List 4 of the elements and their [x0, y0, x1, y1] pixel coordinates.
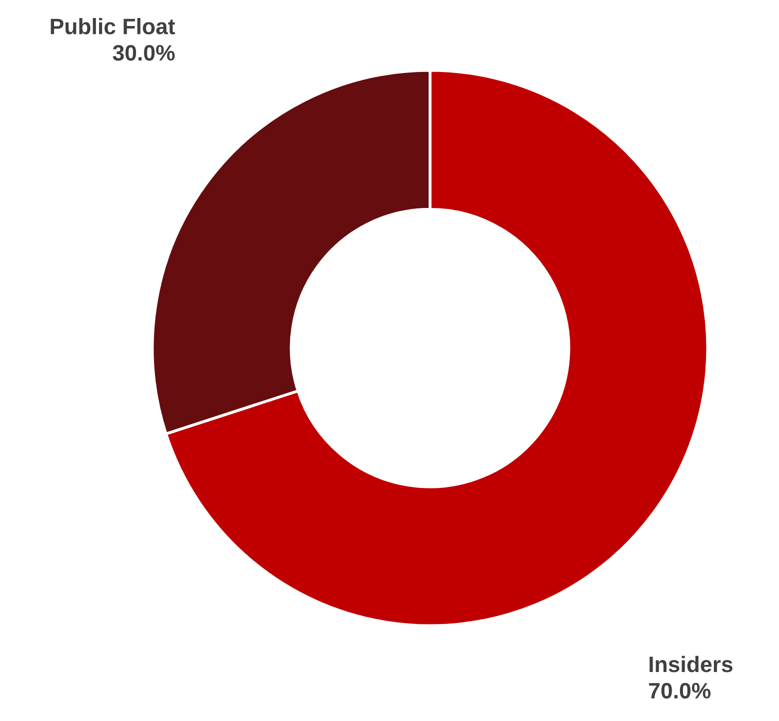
slice-label: Insiders [650, 656, 732, 672]
slice-label: Public Float [50, 18, 176, 34]
data-label: 30.0% [112, 44, 175, 61]
data-label: 70.0% [649, 682, 711, 699]
